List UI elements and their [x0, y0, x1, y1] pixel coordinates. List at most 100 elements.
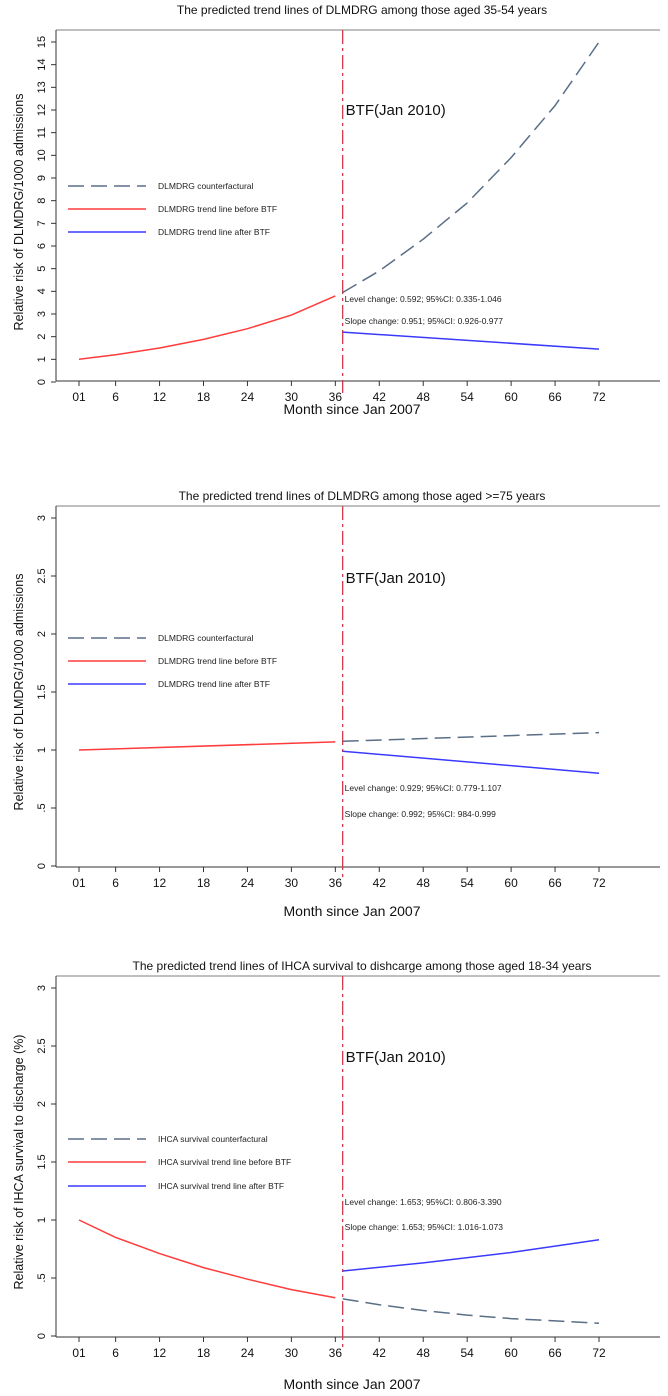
chart-2-legend-label: DLMDRG counterfactural: [158, 633, 254, 643]
chart-3-xtick-label: 01: [72, 1346, 86, 1360]
chart-1-ytick-label: 4: [36, 288, 48, 294]
chart-2-xtick-label: 01: [72, 876, 86, 890]
chart-1-xtick-label: 36: [329, 390, 343, 404]
chart-1-title: The predicted trend lines of DLMDRG amon…: [177, 3, 547, 17]
chart-2-xtick-label: 36: [329, 876, 343, 890]
chart-panel-2: The predicted trend lines of DLMDRG amon…: [0, 486, 668, 926]
chart-2-ytick-label: 2.5: [36, 568, 48, 583]
chart-2-xtick-label: 12: [153, 876, 167, 890]
chart-1-x-label: Month since Jan 2007: [284, 401, 421, 417]
chart-2-btf-label: BTF(Jan 2010): [346, 570, 446, 587]
chart-3-ytick-label: 1.5: [36, 1154, 48, 1169]
chart-1-ytick-label: 12: [36, 104, 48, 116]
chart-3-ytick-label: 2.5: [36, 1038, 48, 1053]
chart-1-ytick-label: 2: [36, 334, 48, 340]
chart-svg-1: The predicted trend lines of DLMDRG amon…: [12, 3, 660, 417]
chart-1-xtick-label: 48: [417, 390, 431, 404]
chart-panel-1: The predicted trend lines of DLMDRG amon…: [0, 0, 668, 440]
chart-1-annotation: Level change: 0.592; 95%CI: 0.335-1.046: [345, 294, 502, 304]
chart-1-ytick-label: 5: [36, 266, 48, 272]
chart-2-series-3: [342, 750, 600, 774]
chart-3-xtick-label: 72: [592, 1346, 606, 1360]
chart-2-annotation: Slope change: 0.992; 95%CI: 984-0.999: [345, 809, 496, 819]
chart-1-ytick-label: 1: [36, 356, 48, 362]
chart-2-xtick-label: 6: [112, 876, 119, 890]
chart-1-series-3: [342, 331, 600, 350]
chart-1-legend-label: DLMDRG trend line before BTF: [158, 204, 277, 214]
chart-svg-3: The predicted trend lines of IHCA surviv…: [12, 959, 660, 1392]
chart-2-xtick-label: 30: [285, 876, 299, 890]
chart-1-xtick-label: 72: [592, 390, 606, 404]
chart-1-legend-label: DLMDRG counterfactural: [158, 181, 254, 191]
chart-2-xtick-label: 48: [417, 876, 431, 890]
chart-3-ytick-label: .5: [36, 1273, 48, 1282]
chart-3-series-3: [342, 1238, 600, 1272]
chart-1-xtick-label: 6: [112, 390, 119, 404]
chart-1-ytick-label: 14: [36, 59, 48, 71]
chart-2-ytick-label: .5: [36, 803, 48, 812]
chart-3-series-1: [342, 1298, 600, 1324]
chart-3-xtick-label: 18: [197, 1346, 211, 1360]
chart-3-xtick-label: 30: [285, 1346, 299, 1360]
chart-3-ytick-label: 3: [36, 985, 48, 991]
chart-3-xtick-label: 6: [112, 1346, 119, 1360]
chart-3-xtick-label: 42: [373, 1346, 387, 1360]
chart-1-ytick-label: 3: [36, 311, 48, 317]
chart-2-annotation: Level change: 0.929; 95%CI: 0.779-1.107: [345, 783, 502, 793]
chart-2-series-2: [78, 741, 336, 751]
chart-3-legend-label: IHCA survival counterfactural: [158, 1134, 268, 1144]
chart-3-xtick-label: 66: [548, 1346, 562, 1360]
chart-1-ytick-label: 8: [36, 198, 48, 204]
chart-2-legend-label: DLMDRG trend line after BTF: [158, 679, 270, 689]
chart-1-xtick-label: 54: [460, 390, 474, 404]
chart-3-xtick-label: 24: [241, 1346, 255, 1360]
chart-svg-2: The predicted trend lines of DLMDRG amon…: [12, 489, 660, 919]
chart-1-xtick-label: 24: [241, 390, 255, 404]
chart-1-btf-label: BTF(Jan 2010): [346, 102, 446, 119]
chart-3-series-2: [78, 1219, 336, 1299]
chart-1-xtick-label: 42: [373, 390, 387, 404]
chart-3-legend-label: IHCA survival trend line before BTF: [158, 1157, 291, 1167]
chart-3-xtick-label: 54: [460, 1346, 474, 1360]
chart-1-series-1: [342, 41, 600, 294]
chart-1-series-2: [78, 295, 336, 361]
chart-2-x-label: Month since Jan 2007: [284, 903, 421, 919]
chart-1-ytick-label: 13: [36, 81, 48, 93]
chart-2-xtick-label: 24: [241, 876, 255, 890]
chart-1-legend-label: DLMDRG trend line after BTF: [158, 227, 270, 237]
chart-3-ytick-label: 0: [36, 1333, 48, 1339]
chart-2-xtick-label: 66: [548, 876, 562, 890]
chart-2-ytick-label: 1.5: [36, 684, 48, 699]
chart-1-ytick-label: 6: [36, 243, 48, 249]
chart-3-xtick-label: 48: [417, 1346, 431, 1360]
chart-2-ytick-label: 1: [36, 747, 48, 753]
chart-1-xtick-label: 18: [197, 390, 211, 404]
chart-2-xtick-label: 18: [197, 876, 211, 890]
chart-3-xtick-label: 12: [153, 1346, 167, 1360]
chart-2-ytick-label: 2: [36, 631, 48, 637]
chart-2-xtick-label: 72: [592, 876, 606, 890]
chart-2-xtick-label: 54: [460, 876, 474, 890]
chart-3-annotation: Level change: 1.653; 95%CI: 0.806-3.390: [345, 1197, 502, 1207]
chart-1-xtick-label: 66: [548, 390, 562, 404]
chart-2-legend-label: DLMDRG trend line before BTF: [158, 656, 277, 666]
chart-2-series-1: [342, 731, 600, 743]
chart-3-ytick-label: 2: [36, 1101, 48, 1107]
chart-1-annotation: Slope change: 0.951; 95%CI: 0.926-0.977: [345, 316, 504, 326]
chart-1-ytick-label: 0: [36, 379, 48, 385]
chart-2-xtick-label: 60: [504, 876, 518, 890]
chart-1-ytick-label: 9: [36, 175, 48, 181]
chart-1-xtick-label: 60: [504, 390, 518, 404]
chart-3-y-label: Relative risk of IHCA survival to discha…: [12, 1035, 26, 1290]
chart-2-y-label: Relative risk of DLMDRG/1000 admissions: [12, 574, 26, 811]
chart-1-y-label: Relative risk of DLMDRG/1000 admissions: [12, 94, 26, 331]
chart-3-legend-label: IHCA survival trend line after BTF: [158, 1181, 284, 1191]
chart-1-ytick-label: 7: [36, 220, 48, 226]
chart-2-ytick-label: 3: [36, 515, 48, 521]
chart-2-ytick-label: 0: [36, 863, 48, 869]
chart-3-btf-label: BTF(Jan 2010): [346, 1049, 446, 1066]
chart-3-annotation: Slope change: 1.653; 95%CI: 1.016-1.073: [345, 1222, 504, 1232]
chart-2-title: The predicted trend lines of DLMDRG amon…: [179, 489, 546, 503]
chart-3-xtick-label: 60: [504, 1346, 518, 1360]
chart-1-xtick-label: 01: [72, 390, 86, 404]
